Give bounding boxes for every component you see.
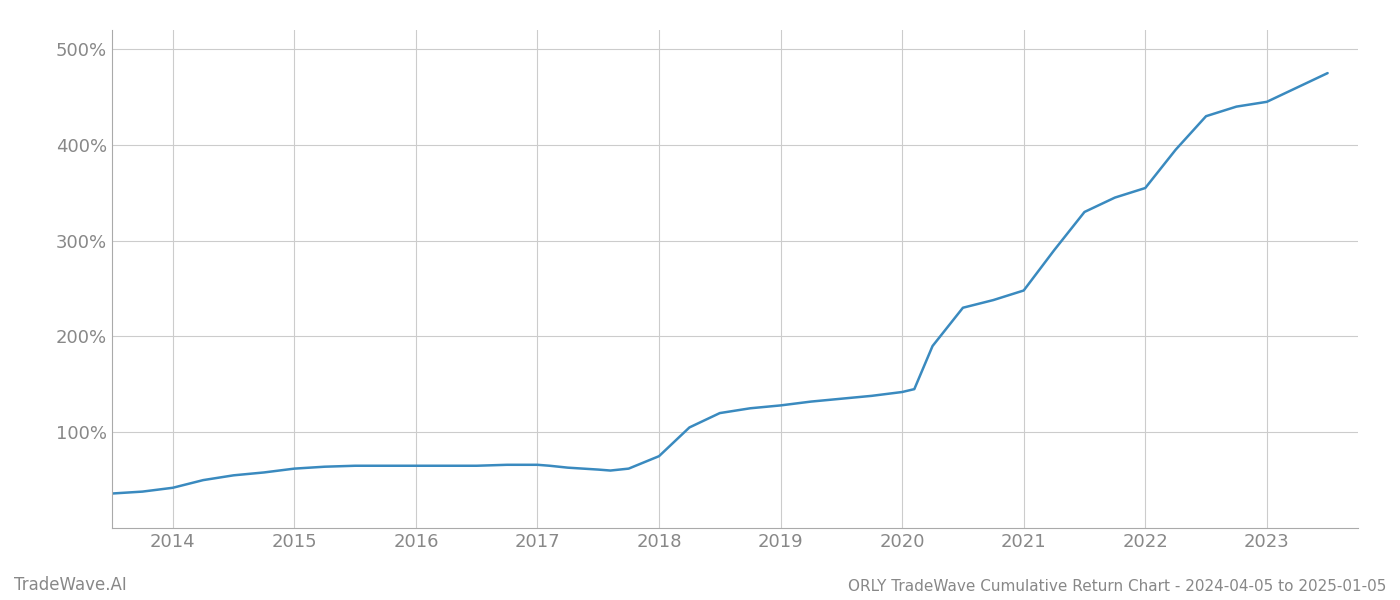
Text: ORLY TradeWave Cumulative Return Chart - 2024-04-05 to 2025-01-05: ORLY TradeWave Cumulative Return Chart -… (847, 579, 1386, 594)
Text: TradeWave.AI: TradeWave.AI (14, 576, 127, 594)
